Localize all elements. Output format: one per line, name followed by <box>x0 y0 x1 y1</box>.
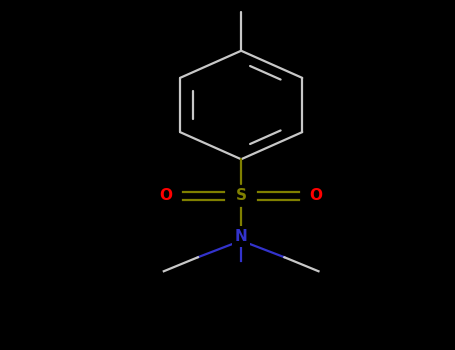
Text: S: S <box>236 189 247 203</box>
Text: N: N <box>235 229 248 244</box>
Text: O: O <box>160 189 172 203</box>
Text: O: O <box>310 189 323 203</box>
